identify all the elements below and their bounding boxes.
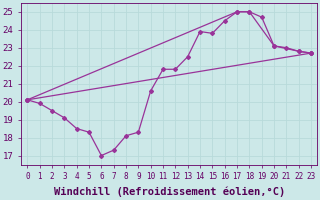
X-axis label: Windchill (Refroidissement éolien,°C): Windchill (Refroidissement éolien,°C) [53, 187, 285, 197]
